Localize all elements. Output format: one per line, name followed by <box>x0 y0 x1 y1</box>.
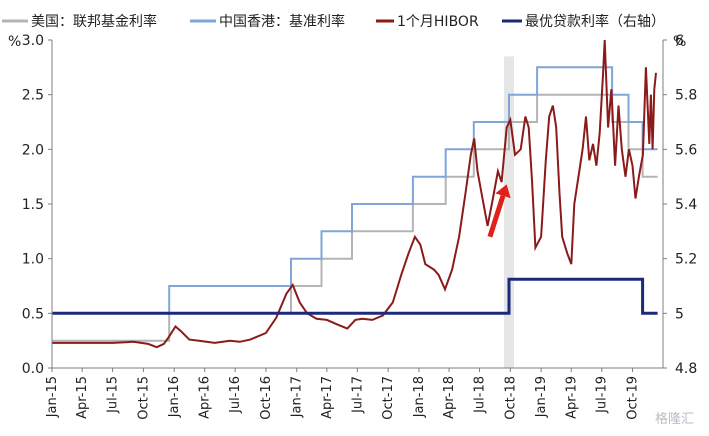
left-tick-label: 1.5 <box>22 197 44 213</box>
x-tick-label: Apr-17 <box>320 376 335 419</box>
right-tick-label: 6 <box>675 33 684 49</box>
x-axis-ticks: Jan-15 Apr-15 Jul-15 Oct-15 Jan-16 Apr-16 Jul-… <box>45 368 641 420</box>
annotation-arrow-head <box>495 184 511 199</box>
right-axis-ticks: 4.8 5 5.2 5.4 5.6 5.8 6 <box>663 33 697 377</box>
left-tick-label: 2.5 <box>22 88 44 104</box>
highlight-band <box>503 56 515 369</box>
x-tick-label: Jul-19 <box>595 376 610 414</box>
right-tick-label: 5.2 <box>675 252 697 268</box>
x-tick-label: Jan-18 <box>412 376 427 418</box>
x-tick-label: Oct-16 <box>259 376 274 420</box>
x-tick-label: Oct-19 <box>626 376 641 420</box>
series-line-hk-base-rate <box>52 66 658 315</box>
legend-label-prime: 最优贷款利率（右轴） <box>525 13 665 30</box>
legend-label-hk-base: 中国香港：基准利率 <box>219 13 345 30</box>
x-tick-label: Jul-18 <box>473 376 488 414</box>
right-tick-label: 4.8 <box>675 361 697 377</box>
x-tick-label: Apr-18 <box>442 376 457 419</box>
series-line-hibor <box>52 39 657 349</box>
legend-label-fed: 美国：联邦基金利率 <box>31 13 157 30</box>
x-tick-label: Apr-16 <box>198 376 213 419</box>
x-tick-label: Apr-15 <box>75 376 90 419</box>
left-tick-label: 2.0 <box>22 142 44 158</box>
x-tick-label: Oct-17 <box>381 376 396 420</box>
left-tick-label: 3.0 <box>22 33 44 49</box>
x-tick-label: Jan-19 <box>534 376 549 418</box>
x-tick-label: Jan-17 <box>290 376 305 418</box>
x-tick-label: Jul-17 <box>350 376 365 414</box>
right-axis-unit: % <box>673 34 686 50</box>
x-tick-label: Jan-16 <box>167 376 182 418</box>
x-tick-label: Jan-15 <box>45 376 60 418</box>
left-axis-ticks: 0.0 0.5 1.0 1.5 2.0 2.5 3.0 <box>22 33 52 377</box>
right-tick-label: 5.4 <box>675 197 697 213</box>
left-tick-label: 1.0 <box>22 252 44 268</box>
series-line-prime-rate <box>52 277 658 315</box>
legend-label-hibor: 1个月HIBOR <box>397 14 479 30</box>
right-tick-label: 5.8 <box>675 88 697 104</box>
watermark: 格隆汇 <box>655 411 694 427</box>
annotation-arrow-shaft <box>487 194 506 238</box>
x-tick-label: Jul-15 <box>106 376 121 414</box>
series-line-fed-funds <box>52 93 658 342</box>
x-tick-label: Oct-15 <box>136 376 151 420</box>
x-tick-label: Oct-18 <box>503 376 518 420</box>
x-tick-label: Apr-19 <box>564 376 579 419</box>
right-tick-label: 5 <box>675 306 684 322</box>
left-tick-label: 0.0 <box>22 361 44 377</box>
right-tick-label: 5.6 <box>675 142 697 158</box>
left-axis-unit: % <box>8 34 21 50</box>
left-tick-label: 0.5 <box>22 306 44 322</box>
legend: 美国：联邦基金利率 中国香港：基准利率 1个月HIBOR 最优贷款利率（右轴） <box>2 13 665 30</box>
x-tick-label: Jul-16 <box>228 376 243 414</box>
